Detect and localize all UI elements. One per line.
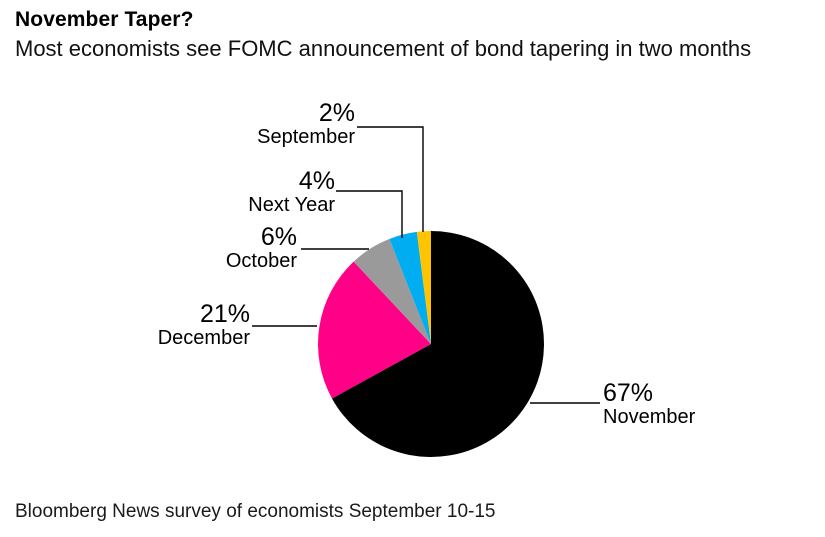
slice-name-september: September (257, 126, 355, 148)
slice-pct-november: 67% (603, 379, 654, 407)
slice-pct-september: 2% (318, 99, 355, 127)
slice-name-november: November (603, 406, 696, 428)
pie-slice-next-year (389, 231, 431, 344)
leader-lines (252, 126, 600, 404)
source-note: Bloomberg News survey of economists Sept… (15, 501, 496, 522)
pie-slices (318, 231, 545, 458)
pie-slice-november (331, 231, 545, 458)
pie-slice-september (416, 231, 431, 344)
slice-pct-december: 21% (199, 300, 250, 328)
leader-line-september (357, 126, 424, 232)
slice-name-october: October (225, 250, 297, 272)
slice-label-next-year: 4% Next Year (248, 168, 335, 217)
slice-label-september: 2% September (257, 100, 355, 149)
leader-line-next-year (336, 190, 403, 238)
slice-pct-next-year: 4% (298, 167, 335, 195)
slice-label-october: 6% October (226, 224, 297, 273)
slice-label-december: 21% December (158, 301, 250, 350)
slice-name-next-year: Next Year (248, 194, 335, 216)
pie-slice-december (318, 261, 431, 399)
chart-subtitle: Most economists see FOMC announcement of… (15, 36, 752, 61)
slice-name-december: December (157, 327, 250, 349)
slice-pct-october: 6% (260, 223, 297, 251)
pie-slice-october (353, 238, 431, 344)
slice-label-november: 67% November (603, 380, 695, 429)
chart-title: November Taper? (15, 8, 194, 31)
